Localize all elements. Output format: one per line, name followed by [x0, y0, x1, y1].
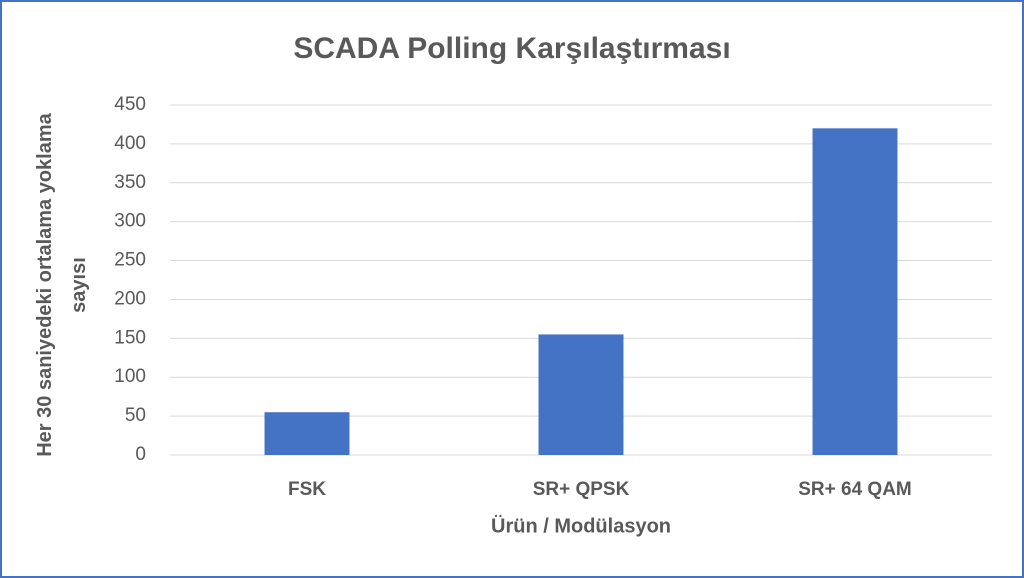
x-axis-title: Ürün / Modülasyon: [491, 514, 671, 537]
y-tick-label: 400: [114, 133, 146, 154]
y-tick-label: 350: [114, 172, 146, 193]
y-tick-label: 300: [114, 211, 146, 232]
bar: [812, 128, 898, 456]
y-tick-label: 0: [135, 444, 146, 465]
y-tick-label: 150: [114, 327, 146, 348]
y-tick-label: 100: [114, 366, 146, 387]
x-tick-label: SR+ 64 QAM: [798, 479, 912, 500]
x-tick-label: SR+ QPSK: [533, 479, 630, 500]
chart-title: SCADA Polling Karşılaştırması: [293, 32, 730, 65]
y-tick-label: 250: [114, 250, 146, 271]
y-axis-title: Her 30 saniyedeki ortalama yoklama sayıs…: [34, 113, 90, 457]
x-tick-label: FSK: [288, 479, 326, 500]
y-tick-label: 200: [114, 288, 146, 309]
y-tick-label: 450: [114, 94, 146, 115]
y-tick-label: 50: [125, 405, 146, 426]
bar: [264, 412, 350, 455]
bar: [538, 334, 624, 455]
